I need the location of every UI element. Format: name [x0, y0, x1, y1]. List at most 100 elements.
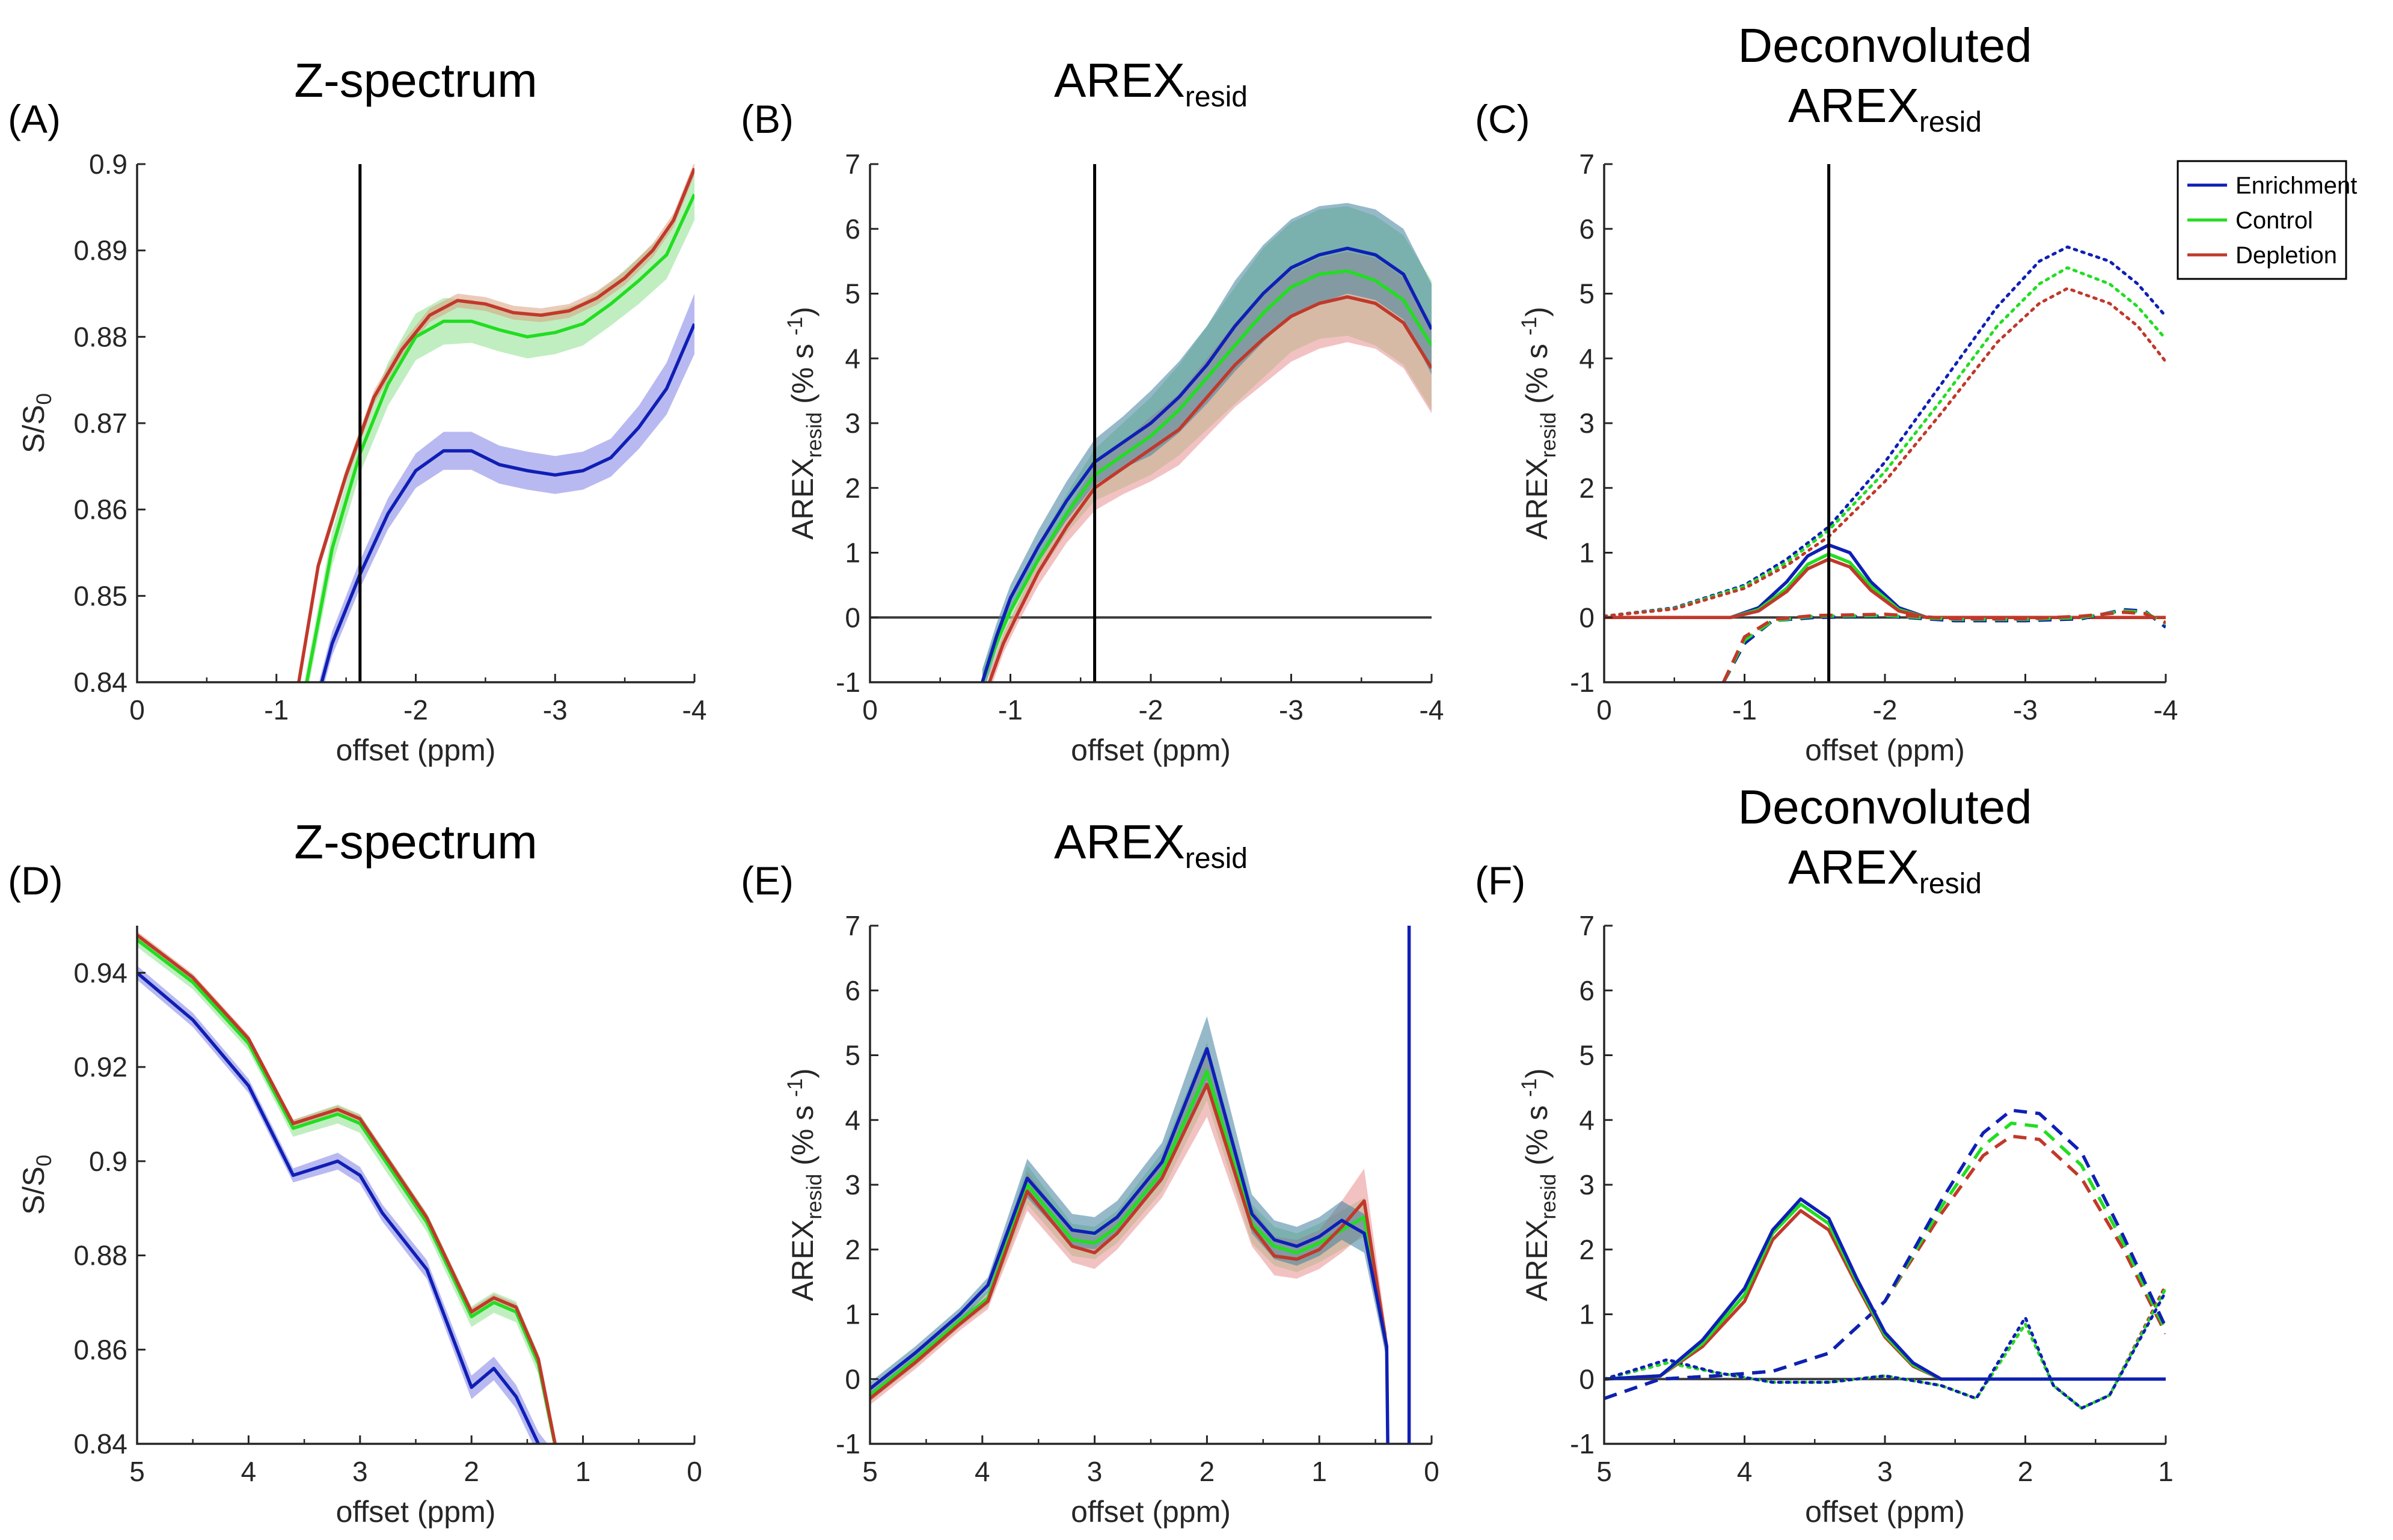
error-band-enrichment — [870, 1016, 1388, 1444]
y-axis-unit-close: ) — [786, 1068, 820, 1078]
series-line-control-solid — [1604, 552, 2166, 620]
plot-area — [1604, 245, 2166, 682]
panel-a: (A) Z-spectrum 0 -1 -2 -3 -4 0.84 0.85 0.86 0.87 0.… — [8, 53, 706, 767]
chart-title: AREXresid — [1054, 53, 1248, 113]
chart-title-line2: AREXresid — [1788, 840, 1982, 900]
plot-area — [137, 931, 557, 1444]
y-tick-label: 4 — [1579, 343, 1595, 374]
y-tick-label: 3 — [1579, 1169, 1595, 1200]
y-axis-label-main: AREX — [786, 1220, 820, 1301]
x-tick-label: -2 — [1873, 694, 1898, 726]
chart-title-line2: AREXresid — [1788, 79, 1982, 138]
y-tick-label: 1 — [1579, 537, 1595, 569]
y-tick-label: 0.85 — [73, 580, 127, 611]
panel-label: (C) — [1475, 97, 1530, 141]
x-tick-label: -2 — [1139, 694, 1163, 726]
series-line-depletion-dashed — [1722, 610, 2166, 682]
y-tick-label: 1 — [845, 1299, 860, 1330]
y-tick-label: 2 — [845, 1234, 860, 1265]
y-axis-label: AREXresid (% s -1) — [783, 1068, 826, 1301]
error-band-enrichment — [982, 203, 1432, 682]
y-tick-label: 0.88 — [73, 1240, 127, 1271]
chart-title: Deconvoluted — [1738, 780, 2032, 834]
y-tick-label: -1 — [1570, 1428, 1595, 1459]
series-line-control — [137, 938, 557, 1444]
y-axis-label: AREXresid (% s -1) — [783, 307, 826, 540]
plot-area — [981, 203, 1432, 682]
axes-frame — [136, 926, 694, 1445]
y-tick-label: 0 — [1579, 1363, 1595, 1395]
x-tick-label: 3 — [1087, 1456, 1103, 1487]
y-axis-label-subscript: resid — [1537, 1174, 1560, 1220]
x-tick-label: 0 — [1424, 1456, 1439, 1487]
panel-label: (E) — [741, 858, 794, 903]
y-tick-label: 0.9 — [89, 1146, 127, 1177]
y-axis-label-subscript: 0 — [32, 1155, 56, 1166]
y-tick-label: 4 — [845, 343, 860, 374]
error-band-control — [137, 932, 557, 1444]
series-line-control-dotted — [1604, 266, 2166, 618]
y-tick-label: 6 — [1579, 213, 1595, 245]
y-tick-label: 6 — [1579, 975, 1595, 1006]
y-axis-label-main: AREX — [1520, 1220, 1554, 1301]
series-line-enrichment-dashed — [1722, 608, 2166, 682]
x-tick-label: -1 — [1732, 694, 1757, 726]
x-tick-label: -3 — [2013, 694, 2038, 726]
error-band-depletion — [870, 1052, 1387, 1405]
y-tick-label: 7 — [1579, 910, 1595, 941]
chart-title-main: AREX — [1788, 840, 1919, 894]
chart-title: Deconvoluted — [1738, 19, 2032, 72]
x-tick-label: 4 — [1737, 1456, 1753, 1487]
series-line-depletion — [137, 933, 557, 1444]
x-tick-label: 1 — [1311, 1456, 1327, 1487]
y-axis-label-main: S/S — [17, 405, 51, 453]
x-axis-label: offset (ppm) — [336, 1495, 496, 1529]
y-tick-label: 5 — [1579, 278, 1595, 310]
plot-area — [870, 926, 1411, 1444]
series-line-enrichment — [981, 246, 1432, 682]
y-tick-label: 5 — [845, 278, 860, 310]
y-tick-label: 1 — [845, 537, 860, 569]
x-tick-label: 1 — [575, 1456, 591, 1487]
x-axis-label: offset (ppm) — [1071, 733, 1231, 767]
y-axis-unit-superscript: -1 — [783, 317, 807, 335]
y-tick-label: 6 — [845, 213, 860, 245]
x-tick-label: 3 — [1877, 1456, 1893, 1487]
chart-title-main: Z-spectrum — [294, 53, 538, 107]
error-band-enrichment — [137, 965, 548, 1444]
y-axis-unit-superscript: -1 — [1518, 1078, 1541, 1097]
series-line-enrichment — [137, 971, 541, 1444]
chart-title-main: Z-spectrum — [294, 815, 538, 869]
y-tick-label: 0.88 — [73, 321, 127, 352]
series-line-depletion-dotted — [1604, 1283, 2166, 1410]
series-line-control — [305, 194, 694, 682]
y-axis-unit: (% s — [1520, 1097, 1554, 1174]
y-axis-unit-close: ) — [1520, 1068, 1554, 1078]
y-tick-label: 3 — [1579, 408, 1595, 439]
y-axis-label-subscript: 0 — [32, 393, 56, 405]
x-tick-label: 0 — [862, 694, 878, 726]
error-band-depletion — [297, 164, 694, 682]
y-tick-label: 2 — [1579, 1234, 1595, 1265]
x-tick-label: -1 — [264, 694, 289, 726]
y-tick-label: 5 — [845, 1040, 860, 1071]
y-tick-label: 3 — [845, 408, 860, 439]
x-tick-label: -4 — [2154, 694, 2178, 726]
series-line-control-dashed — [1722, 609, 2166, 682]
x-axis-label: offset (ppm) — [1071, 1495, 1231, 1529]
plot-area — [297, 164, 694, 682]
x-tick-label: -3 — [1279, 694, 1304, 726]
plot-area — [1604, 1108, 2166, 1410]
y-axis-label: AREXresid (% s -1) — [1518, 307, 1560, 540]
y-tick-label: 0.84 — [73, 667, 127, 698]
y-tick-label: 7 — [845, 148, 860, 180]
y-tick-label: 0.94 — [73, 957, 127, 988]
y-tick-label: 0.84 — [73, 1428, 127, 1459]
y-axis-unit-close: ) — [1520, 307, 1554, 317]
y-tick-label: -1 — [1570, 667, 1595, 698]
y-axis-label: S/S0 — [17, 393, 56, 453]
y-tick-label: 0.87 — [73, 408, 127, 439]
